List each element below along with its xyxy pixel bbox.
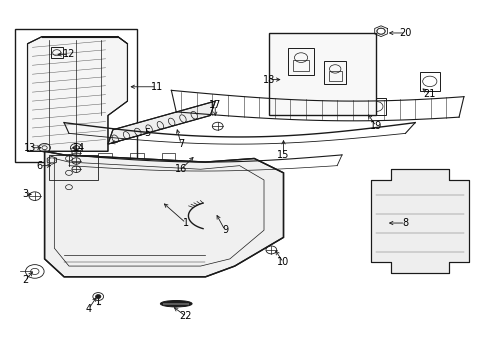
Bar bbox=[15, 30, 137, 162]
Polygon shape bbox=[370, 169, 468, 273]
Text: 12: 12 bbox=[62, 49, 75, 59]
Text: 13: 13 bbox=[24, 143, 36, 153]
Text: 3: 3 bbox=[22, 189, 28, 199]
Bar bbox=[287, 48, 314, 75]
Text: 6: 6 bbox=[37, 161, 42, 171]
Text: 7: 7 bbox=[178, 139, 184, 149]
Text: 8: 8 bbox=[402, 218, 407, 228]
Polygon shape bbox=[44, 151, 283, 277]
Text: 20: 20 bbox=[398, 28, 411, 38]
Text: 17: 17 bbox=[209, 100, 221, 110]
Text: 19: 19 bbox=[369, 121, 382, 131]
Bar bbox=[328, 71, 341, 81]
Circle shape bbox=[95, 294, 101, 298]
Bar bbox=[161, 153, 175, 164]
Bar bbox=[292, 60, 308, 71]
Polygon shape bbox=[27, 37, 127, 151]
Text: 15: 15 bbox=[277, 150, 289, 160]
Bar bbox=[98, 153, 112, 164]
Text: 16: 16 bbox=[175, 164, 187, 174]
Polygon shape bbox=[108, 101, 215, 144]
Bar bbox=[324, 61, 346, 84]
Text: 14: 14 bbox=[72, 143, 84, 153]
Bar bbox=[268, 33, 375, 116]
Text: 11: 11 bbox=[150, 82, 163, 92]
Text: 10: 10 bbox=[277, 257, 289, 267]
Text: 2: 2 bbox=[22, 275, 28, 285]
Bar bbox=[51, 47, 63, 58]
Text: 22: 22 bbox=[180, 311, 192, 321]
Text: 21: 21 bbox=[423, 89, 435, 99]
Bar bbox=[49, 155, 98, 180]
Bar bbox=[419, 72, 439, 91]
Ellipse shape bbox=[160, 301, 192, 307]
Text: 9: 9 bbox=[222, 225, 227, 235]
Bar bbox=[130, 153, 143, 164]
Text: 4: 4 bbox=[85, 304, 91, 314]
Text: 5: 5 bbox=[143, 129, 150, 138]
Text: 18: 18 bbox=[262, 75, 274, 85]
Text: 1: 1 bbox=[183, 218, 189, 228]
Bar bbox=[366, 98, 385, 116]
